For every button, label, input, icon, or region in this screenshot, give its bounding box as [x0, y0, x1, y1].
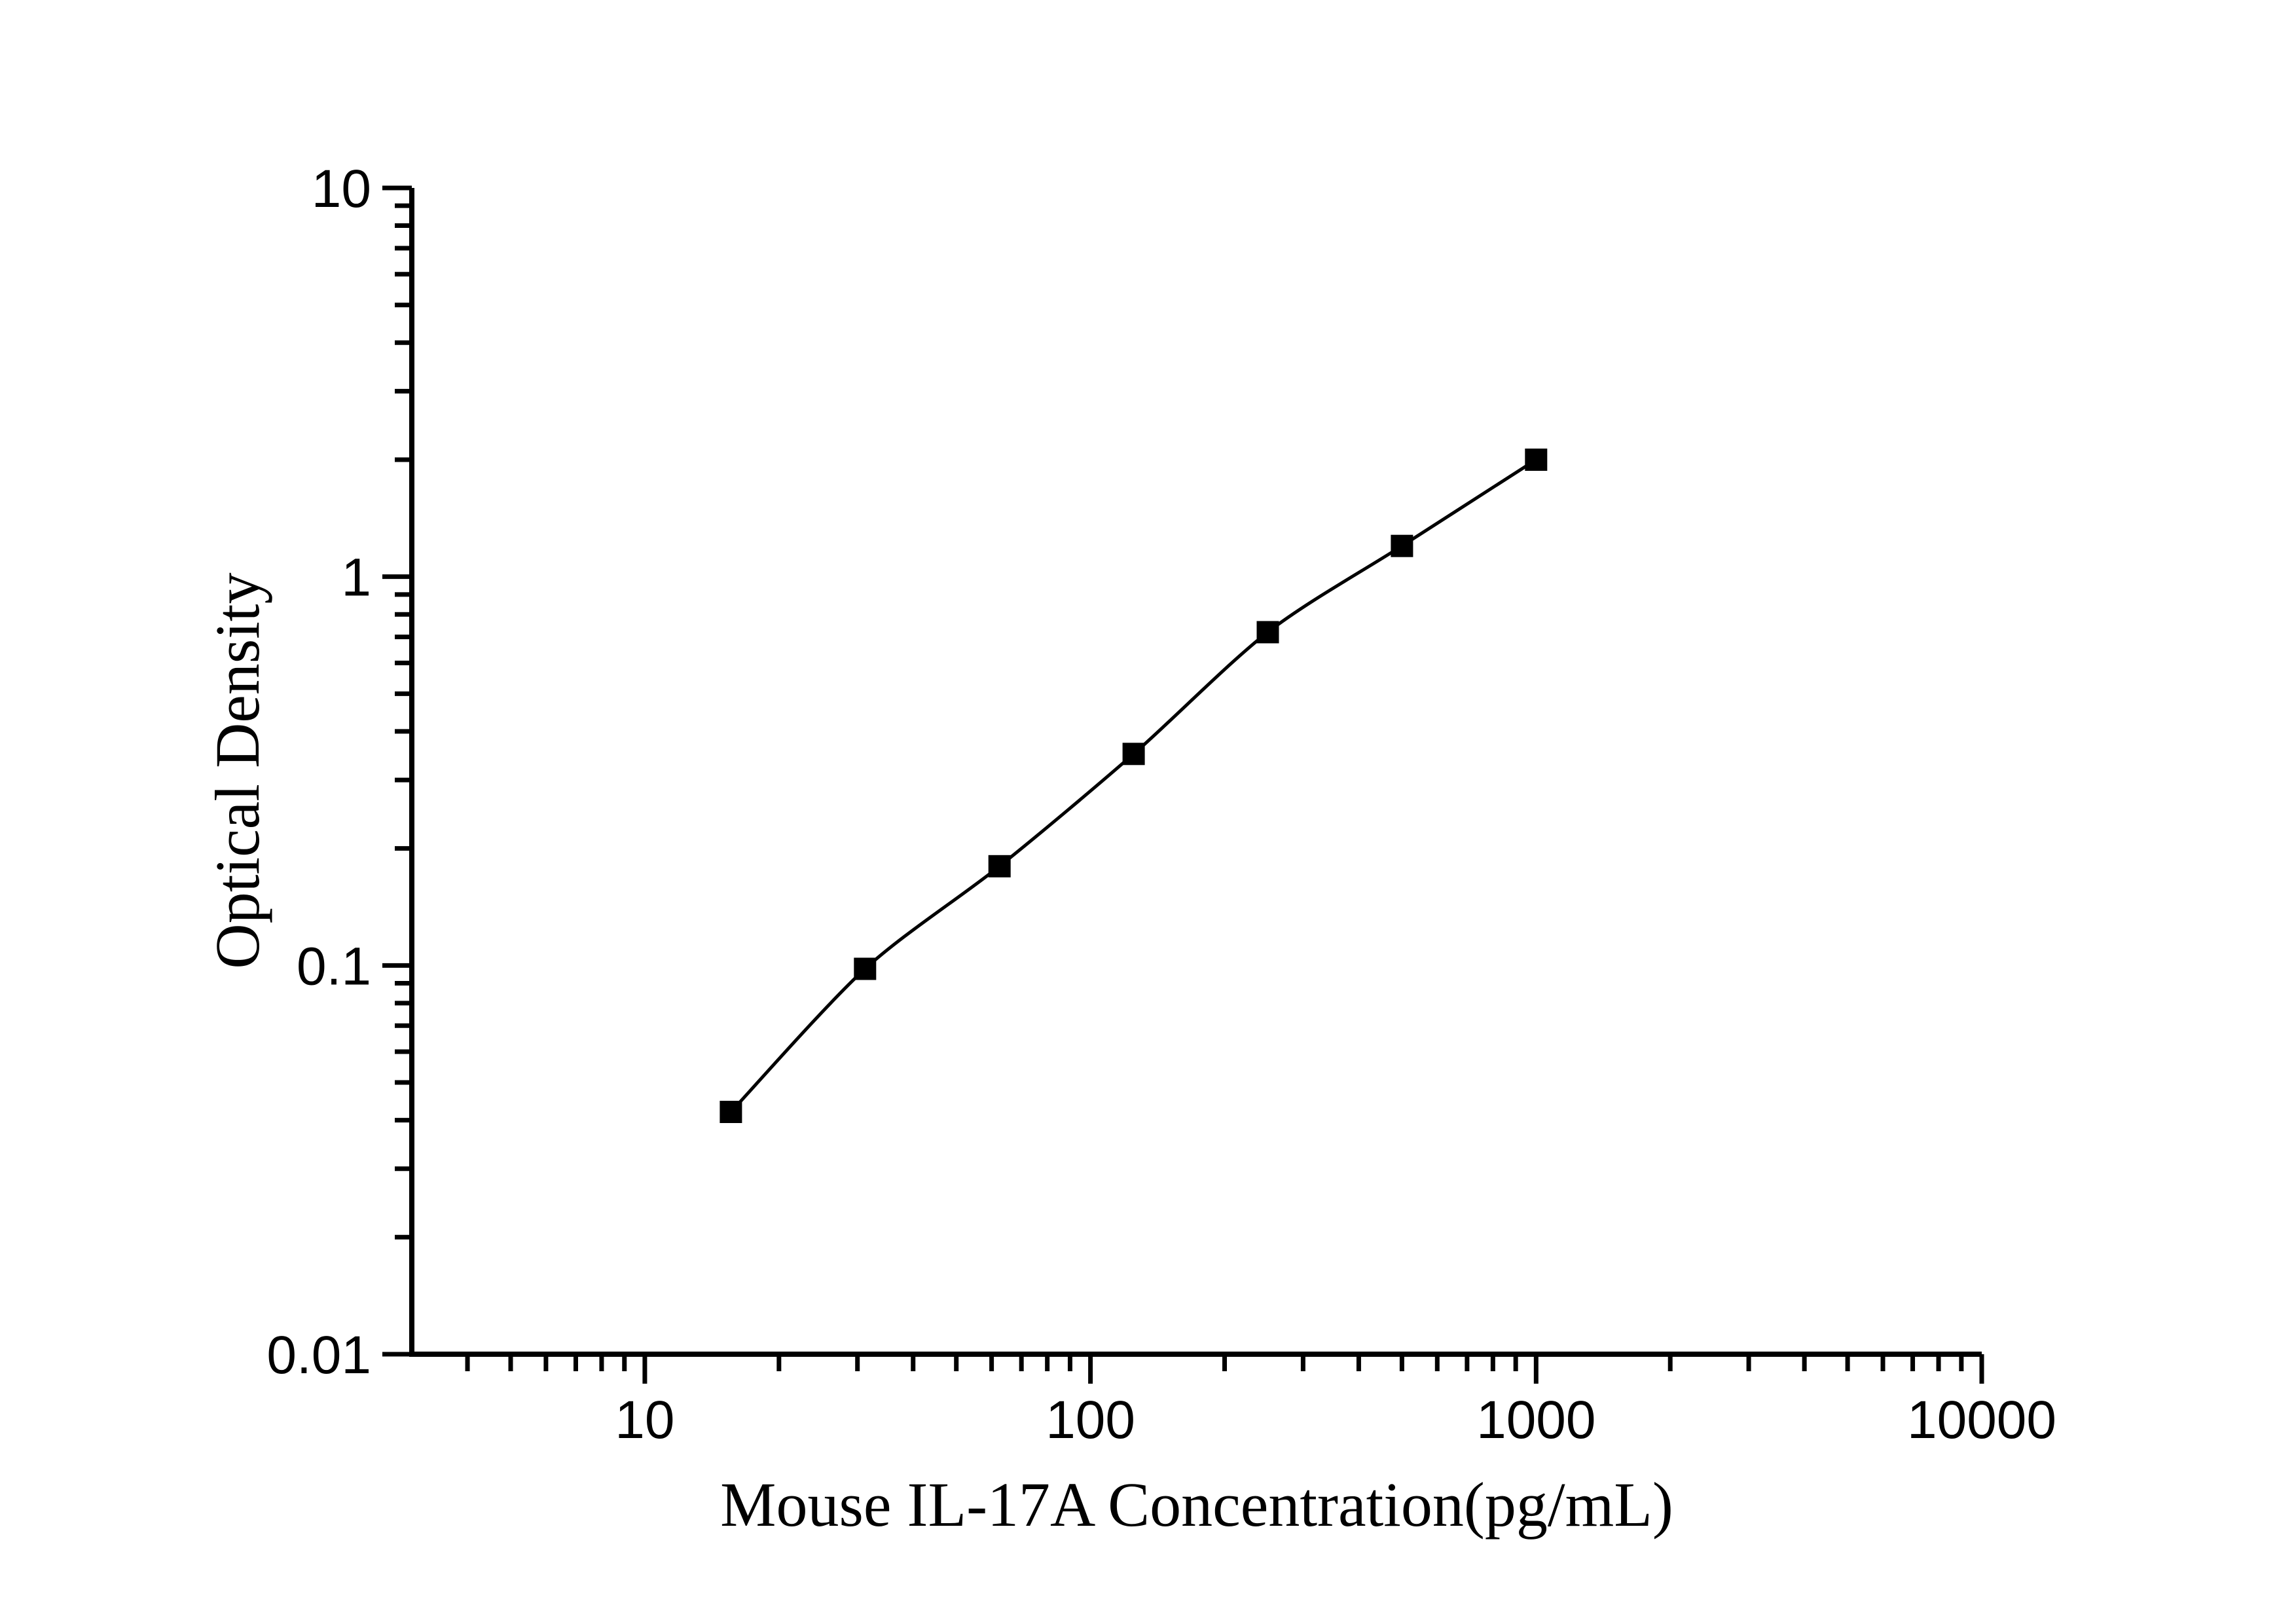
data-point-marker: [1525, 449, 1548, 471]
y-tick-label: 0.1: [297, 936, 371, 996]
standard-curve-line: [729, 458, 1537, 1113]
y-tick-label: 10: [312, 159, 371, 219]
y-tick-label: 1: [341, 548, 371, 608]
data-point-marker: [720, 1101, 742, 1123]
data-point-marker: [988, 855, 1011, 877]
data-point-marker: [1256, 621, 1279, 644]
x-tick-label: 1000: [1476, 1390, 1595, 1450]
x-axis-title: Mouse IL-17A Concentration(pg/mL): [720, 1469, 1673, 1540]
y-tick-label: 0.01: [266, 1325, 371, 1385]
axis-spines: [409, 188, 1982, 1357]
x-tick-label: 100: [1046, 1390, 1135, 1450]
x-tick-label: 10000: [1907, 1390, 2056, 1450]
y-axis-title: Optical Density: [202, 572, 272, 969]
data-point-marker: [1122, 743, 1145, 766]
plot-layer: 10 100 1000 10000 0.01 0.1 1 10: [266, 159, 2056, 1450]
data-point-marker: [854, 957, 877, 980]
x-tick-label: 10: [615, 1390, 674, 1450]
data-point-marker: [1391, 534, 1413, 557]
